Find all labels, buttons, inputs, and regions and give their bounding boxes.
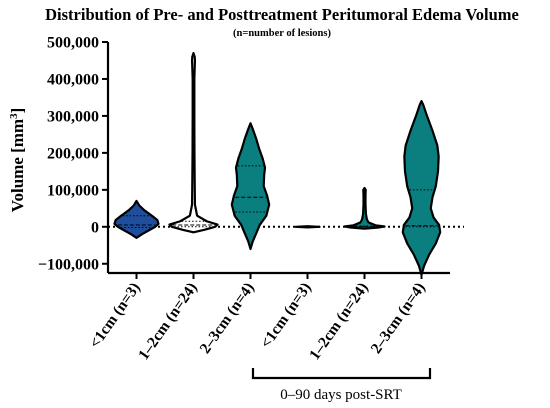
violin-body [401,100,442,276]
x-axis-labels: <1cm (n=3)1–2cm (n=24)2–3cm (n=4) <1cm (n… [86,280,428,364]
y-tick-label: 200,000 [47,145,99,162]
chart-title: Distribution of Pre- and Posttreatment P… [45,5,519,24]
violin-body [230,122,271,251]
chart-subtitle: (n=number of lesions) [233,28,331,39]
axes [106,42,450,279]
violin-body [343,186,386,230]
y-tick-label: −100,000 [38,256,99,273]
violin-2 [168,51,219,234]
violin-4 [294,225,321,229]
violin-6 [401,100,442,276]
x-category-label: <1cm (n=3) [257,280,314,352]
violin-series [113,51,442,276]
y-axis-label-main: Volume [mm [8,119,27,212]
y-axis-label-end: ] [8,108,27,114]
group-bracket [251,368,432,380]
violin-1 [113,199,160,239]
group-bracket-label: 0–90 days post-SRT [280,387,402,403]
y-axis-label-sup: 3 [8,113,20,119]
x-category-label: <1cm (n=3) [86,280,143,352]
violin-5 [343,186,386,230]
y-tick-label: 100,000 [47,182,99,199]
y-axis-label: Volume [mm3] [8,108,27,213]
x-category-label: 1–2cm (n=24) [306,280,372,364]
x-category-label: 2–3cm (n=4) [197,280,258,357]
violin-3 [230,122,271,251]
y-tick-label: 300,000 [47,108,99,125]
violin-body [113,199,160,239]
violin-body [168,51,219,234]
x-category-label: 1–2cm (n=24) [135,280,201,364]
y-tick-label: 400,000 [47,71,99,88]
x-category-label: 2–3cm (n=4) [368,280,429,357]
y-axis-ticks: −100,000 0 100,000 200,000 300,000 400,000 500… [38,35,108,273]
y-tick-label: 0 [91,219,99,236]
y-tick-label: 500,000 [47,35,99,52]
